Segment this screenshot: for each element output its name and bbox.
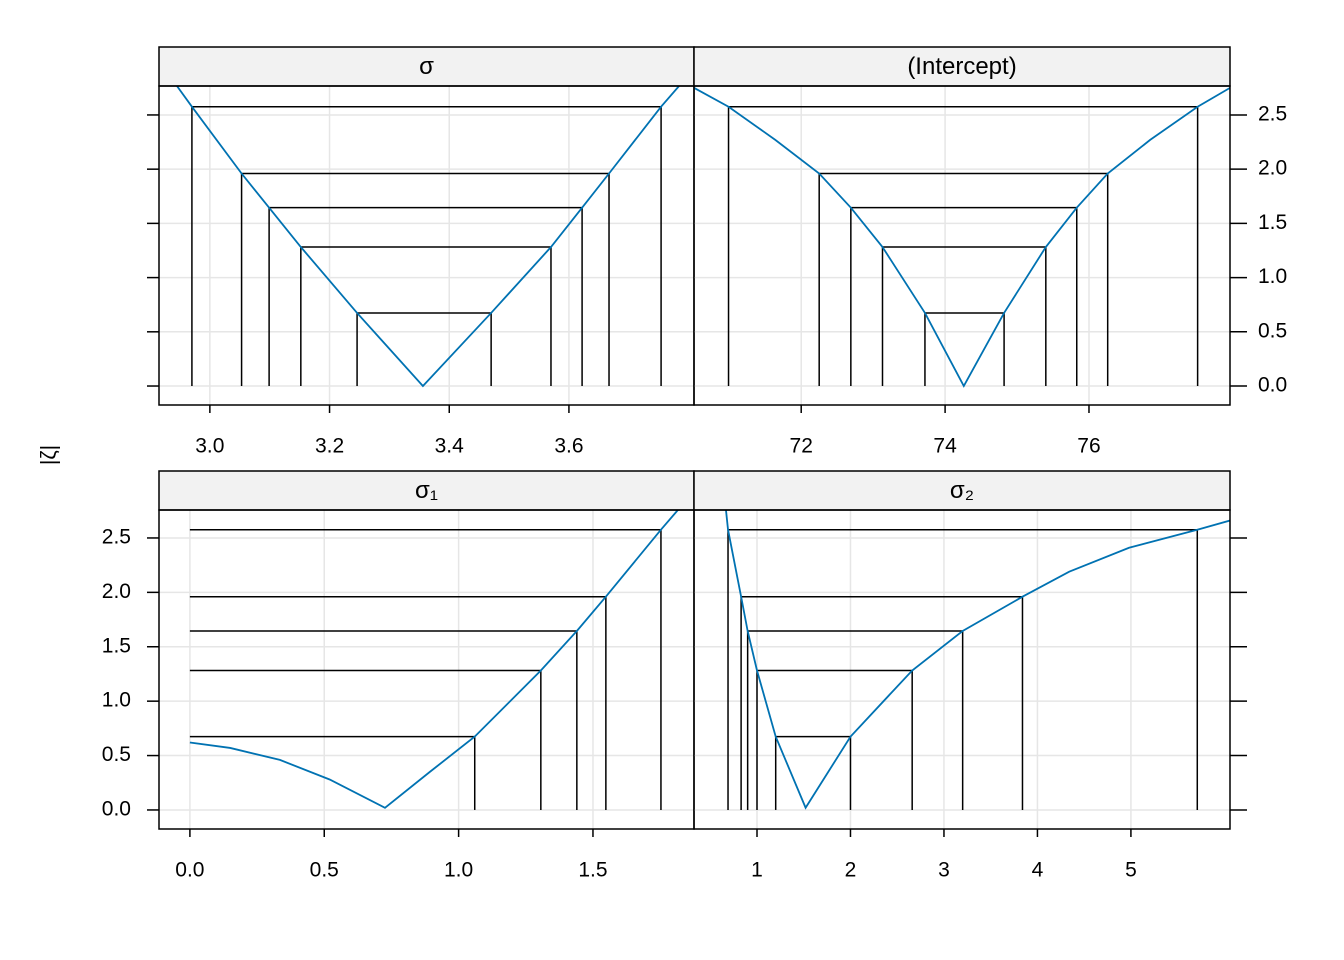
y-tick-label: 0.0	[102, 798, 131, 821]
x-tick-label: 74	[933, 435, 957, 458]
y-tick-label: 1.5	[1258, 211, 1287, 234]
y-tick-label: 0.5	[1258, 319, 1287, 342]
x-tick-label: 2	[845, 859, 857, 882]
strip	[693, 470, 1231, 511]
strip	[693, 46, 1231, 87]
x-tick-label: 3.4	[435, 435, 465, 458]
profile-line	[176, 86, 680, 388]
panel-frame	[158, 85, 695, 406]
x-tick-label: 3	[938, 859, 950, 882]
panel-frame	[693, 509, 1231, 830]
profile-line	[694, 87, 1230, 388]
x-tick-label: 3.0	[195, 435, 224, 458]
x-tick-label: 0.5	[310, 859, 339, 882]
panel-frame	[693, 85, 1231, 406]
profile-line	[725, 510, 1230, 810]
strip-title: σ	[419, 53, 434, 80]
panel-frame	[158, 509, 695, 830]
x-tick-label: 5	[1125, 859, 1137, 882]
y-tick-label: 1.0	[1258, 265, 1287, 288]
y-tick-label: 1.5	[102, 634, 131, 657]
profile-line	[189, 510, 679, 809]
x-tick-label: 3.2	[315, 435, 344, 458]
x-tick-label: 4	[1032, 859, 1044, 882]
x-tick-label: 1	[751, 859, 763, 882]
strip-title: σ₁	[415, 477, 438, 504]
y-tick-label: 2.5	[1258, 102, 1287, 125]
y-tick-label: 2.5	[102, 526, 131, 549]
strip-title: (Intercept)	[907, 53, 1016, 80]
y-tick-label: 0.0	[1258, 374, 1287, 397]
x-tick-label: 3.6	[554, 435, 583, 458]
y-axis-label: |ζ|	[38, 445, 61, 465]
y-tick-label: 0.5	[102, 743, 131, 766]
y-tick-label: 1.0	[102, 689, 131, 712]
x-tick-label: 72	[790, 435, 813, 458]
strip	[158, 46, 695, 87]
x-tick-label: 1.5	[578, 859, 607, 882]
x-tick-label: 1.0	[444, 859, 473, 882]
y-tick-label: 2.0	[1258, 157, 1287, 180]
x-tick-label: 76	[1077, 435, 1100, 458]
x-tick-label: 0.0	[175, 859, 204, 882]
strip-title: σ₂	[950, 477, 974, 504]
y-tick-label: 2.0	[102, 580, 131, 603]
